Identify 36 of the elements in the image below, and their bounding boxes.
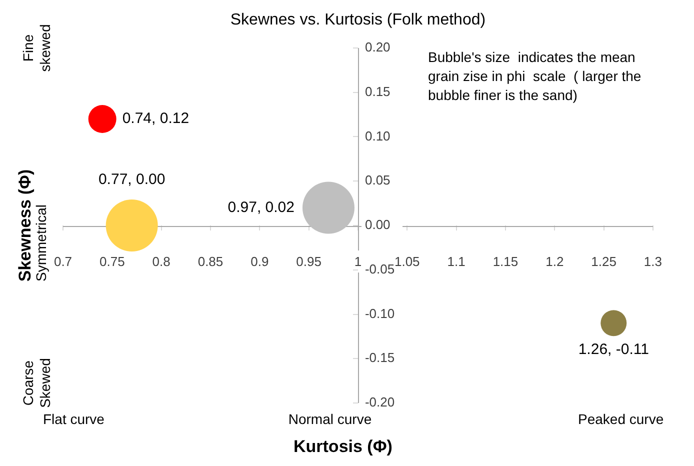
y-tick-label: 0.05 [364, 172, 390, 188]
y-tick-label: 0.20 [364, 40, 390, 55]
y-tick-label: 0.10 [364, 128, 390, 144]
chart-title: Skewnes vs. Kurtosis (Folk method) [230, 11, 486, 28]
x-tick-label: 1.2 [546, 254, 564, 269]
x-tick-label: 1.25 [591, 254, 616, 269]
y-tick-label: -0.05 [364, 261, 395, 276]
text: Symmetrical [32, 204, 49, 282]
text: Fine skewed [20, 24, 53, 72]
x-tick-label: 0.75 [100, 254, 125, 269]
text: Flat curve [43, 410, 105, 427]
data-label: 1.26, -0.11 [578, 340, 649, 358]
text: Peaked curve [578, 410, 664, 427]
y-tick-label: -0.10 [364, 306, 395, 321]
y-tick-label: 0.15 [364, 84, 390, 99]
x-tick-label: 0.7 [54, 254, 72, 269]
x-tick-label: 0.85 [198, 254, 224, 269]
x-tick-label: 1 [354, 254, 362, 269]
y-tick-label: -0.15 [364, 350, 395, 366]
text: Normal curve [288, 410, 372, 427]
annotation: Bubble's size indicates the mean grain zise in phi scale ( larger the bubble finer is the sand) [428, 48, 642, 103]
x-tick-label: 0.8 [152, 254, 170, 269]
x-tick-label: 1.3 [644, 254, 662, 269]
y-tick-label: 0.00 [364, 217, 390, 232]
y-tick-label: -0.20 [364, 394, 395, 410]
x-tick-label: 1.1 [447, 254, 466, 269]
data-label: 0.74, 0.12 [122, 110, 190, 128]
x-tick-label: 1.15 [492, 254, 518, 269]
data-label: 0.77, 0.00 [98, 171, 166, 188]
x-axis-title: Kurtosis (Φ) [294, 437, 392, 456]
x-tick-label: 0.95 [296, 254, 322, 269]
x-tick-label: 0.9 [250, 254, 269, 269]
y-axis-title: Skewness (Φ) [16, 169, 35, 282]
data-label: 0.97, 0.02 [228, 198, 294, 216]
text: Coarse Skewed [20, 358, 53, 408]
x-tick-label: 1.05 [394, 254, 420, 269]
